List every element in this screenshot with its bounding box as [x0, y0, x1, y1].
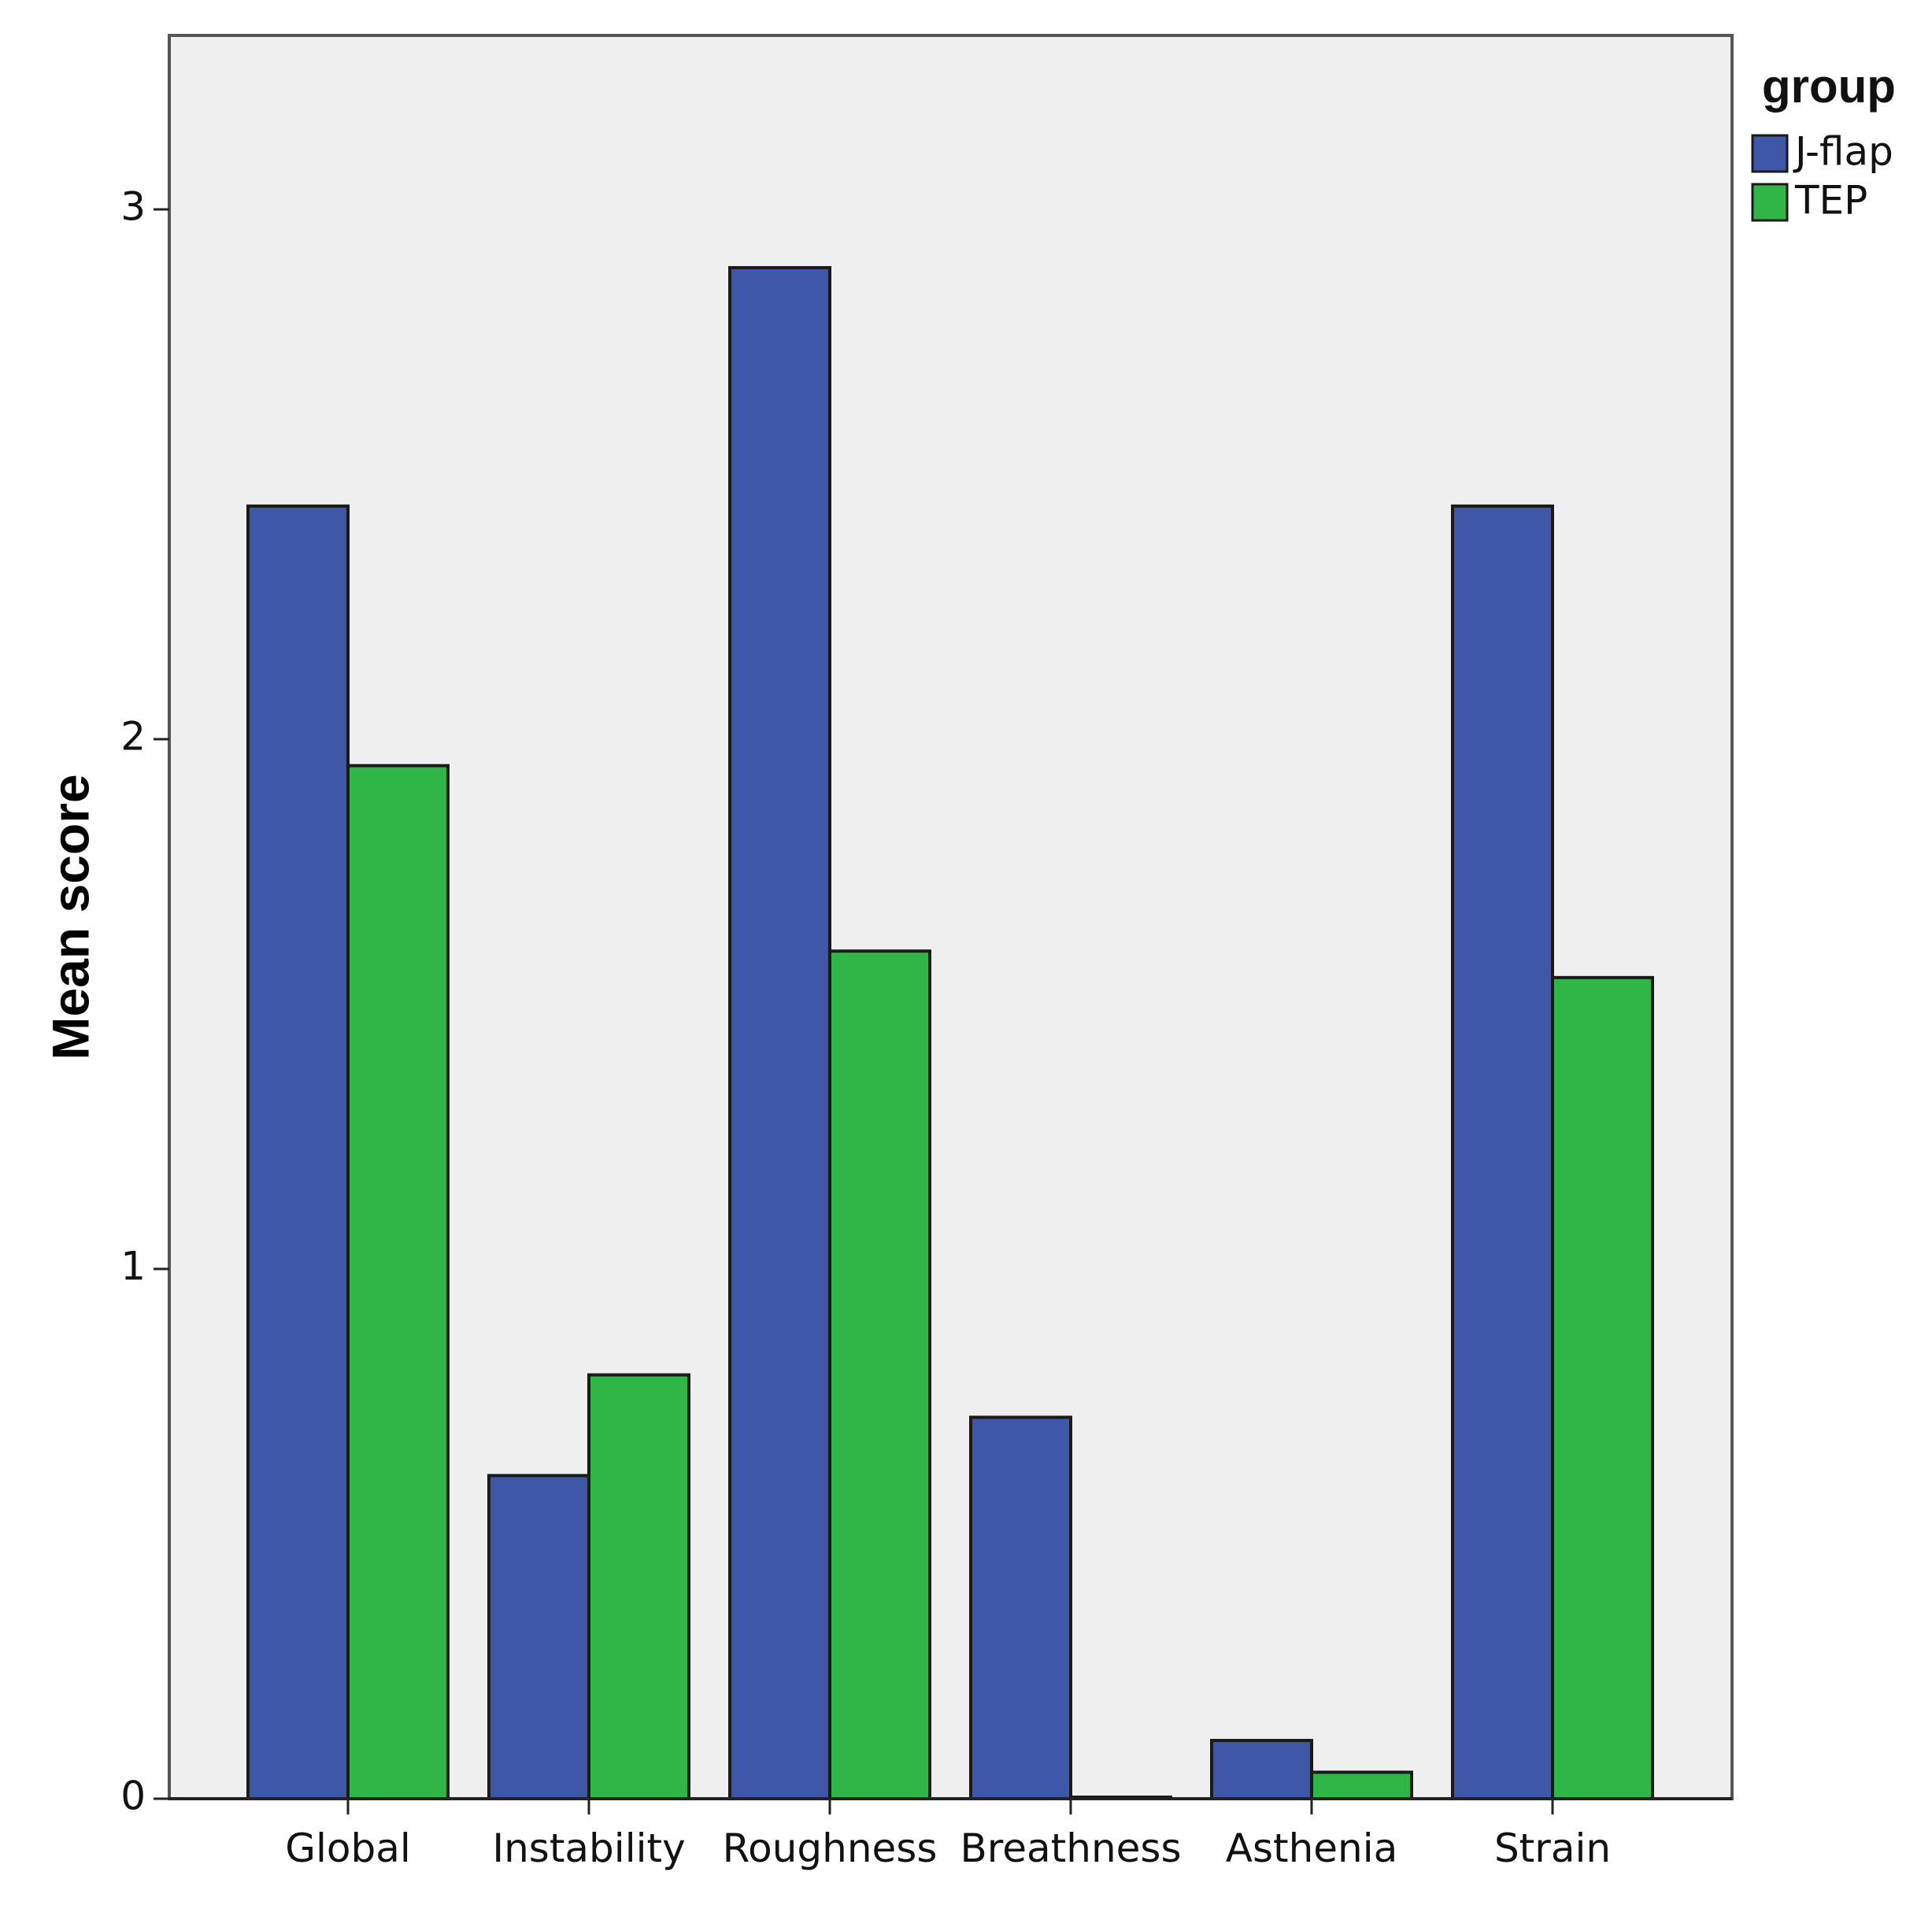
bar-tep-global	[346, 764, 450, 1800]
y-tick-label: 0	[120, 1774, 146, 1819]
legend-label: J-flap	[1793, 129, 1893, 175]
x-tick-label: Global	[285, 1825, 411, 1871]
legend-swatch	[1751, 183, 1789, 222]
y-ticks: 0 1 2 3	[120, 184, 169, 1819]
bar-tep-asthenia	[1310, 1770, 1413, 1801]
bar-j-flap-global	[246, 504, 350, 1800]
legend-title: group	[1762, 60, 1896, 113]
bars-layer	[246, 266, 1654, 1801]
y-axis-title: Mean score	[41, 774, 99, 1060]
bar-j-flap-asthenia	[1210, 1738, 1313, 1800]
y-tick-label: 2	[120, 714, 146, 760]
bar-tep-strain	[1551, 975, 1654, 1800]
y-tick-label: 3	[120, 184, 146, 230]
x-ticks: Global Instability Roughness Breathness Asth…	[285, 1799, 1611, 1871]
x-tick-label: Breathness	[960, 1825, 1181, 1871]
y-tick-label: 1	[120, 1244, 146, 1289]
bar-j-flap-instability	[487, 1474, 590, 1800]
bar-j-flap-roughness	[728, 266, 831, 1800]
x-tick-label: Instability	[492, 1825, 685, 1871]
bar-tep-roughness	[828, 949, 931, 1800]
legend-label: TEP	[1794, 178, 1867, 224]
bar-j-flap-breathness	[969, 1415, 1072, 1800]
x-tick-label: Asthenia	[1226, 1825, 1398, 1871]
bar-tep-instability	[587, 1373, 690, 1800]
x-tick-label: Strain	[1494, 1825, 1611, 1871]
bar-j-flap-strain	[1451, 504, 1554, 1800]
x-tick-label: Roughness	[723, 1825, 938, 1871]
legend-swatch	[1751, 134, 1789, 173]
